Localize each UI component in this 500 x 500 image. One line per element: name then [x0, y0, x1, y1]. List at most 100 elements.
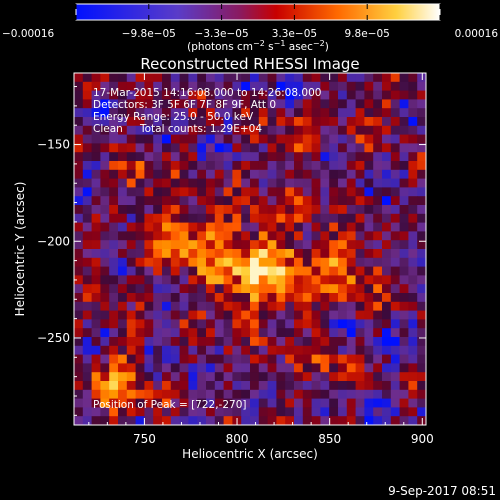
- heatmap-cell: [390, 134, 400, 144]
- heatmap-cell: [188, 231, 198, 241]
- heatmap-cell: [382, 73, 392, 83]
- heatmap-cell: [74, 407, 84, 417]
- heatmap-cell: [285, 328, 295, 338]
- heatmap-cell: [241, 319, 251, 329]
- heatmap-cell: [258, 407, 268, 417]
- heatmap-cell: [109, 266, 119, 276]
- heatmap-cell: [118, 381, 128, 391]
- heatmap-cell: [276, 143, 286, 153]
- heatmap-cell: [338, 143, 348, 153]
- heatmap-cell: [355, 134, 365, 144]
- heatmap-cell: [109, 161, 119, 171]
- heatmap-cell: [135, 266, 145, 276]
- heatmap-cell: [338, 389, 348, 399]
- heatmap-cell: [197, 134, 207, 144]
- heatmap-cell: [258, 266, 268, 276]
- heatmap-cell: [206, 178, 216, 188]
- heatmap-cell: [390, 310, 400, 320]
- heatmap-cell: [311, 310, 321, 320]
- heatmap-cell: [118, 213, 128, 223]
- heatmap-cell: [329, 196, 339, 206]
- heatmap-cell: [302, 187, 312, 197]
- heatmap-cell: [311, 205, 321, 215]
- heatmap-cell: [74, 205, 84, 215]
- heatmap-cell: [214, 266, 224, 276]
- heatmap-cell: [294, 398, 304, 408]
- heatmap-cell: [214, 354, 224, 364]
- heatmap-cell: [258, 345, 268, 355]
- heatmap-cell: [364, 240, 374, 250]
- heatmap-cell: [74, 372, 84, 382]
- heatmap-cell: [364, 381, 374, 391]
- heatmap-cell: [82, 407, 92, 417]
- heatmap-cell: [153, 310, 163, 320]
- heatmap-cell: [311, 345, 321, 355]
- heatmap-cell: [258, 389, 268, 399]
- heatmap-cell: [267, 266, 277, 276]
- heatmap-cell: [162, 152, 172, 162]
- heatmap-cell: [214, 328, 224, 338]
- heatmap-cell: [250, 328, 260, 338]
- heatmap-cell: [329, 161, 339, 171]
- heatmap-cell: [197, 213, 207, 223]
- heatmap-cell: [250, 125, 260, 135]
- heatmap-cell: [346, 178, 356, 188]
- heatmap-cells: [74, 73, 427, 426]
- heatmap-cell: [91, 169, 101, 179]
- heatmap-cell: [100, 134, 110, 144]
- heatmap-cell: [232, 319, 242, 329]
- heatmap-cell: [91, 319, 101, 329]
- heatmap-cell: [346, 284, 356, 294]
- heatmap-cell: [214, 213, 224, 223]
- heatmap-cell: [188, 328, 198, 338]
- heatmap-cell: [408, 81, 418, 91]
- heatmap-cell: [355, 178, 365, 188]
- heatmap-cell: [188, 99, 198, 109]
- heatmap-cell: [364, 108, 374, 118]
- heatmap-cell: [285, 345, 295, 355]
- heatmap-cell: [241, 310, 251, 320]
- heatmap-cell: [162, 231, 172, 241]
- heatmap-cell: [329, 169, 339, 179]
- heatmap-cell: [285, 284, 295, 294]
- heatmap-cell: [311, 240, 321, 250]
- heatmap-cell: [197, 187, 207, 197]
- heatmap-cell: [74, 328, 84, 338]
- heatmap-cell: [355, 284, 365, 294]
- heatmap-cell: [382, 187, 392, 197]
- heatmap-cell: [91, 196, 101, 206]
- heatmap-cell: [144, 389, 154, 399]
- heatmap-cell: [311, 249, 321, 259]
- heatmap-cell: [417, 143, 427, 153]
- heatmap-cell: [267, 117, 277, 127]
- heatmap-cell: [399, 284, 409, 294]
- heatmap-cell: [100, 117, 110, 127]
- heatmap-cell: [267, 389, 277, 399]
- heatmap-cell: [214, 389, 224, 399]
- heatmap-cell: [364, 293, 374, 303]
- heatmap-cell: [373, 240, 383, 250]
- heatmap-cell: [329, 134, 339, 144]
- annotation-time-range: 17-Mar-2015 14:16:08.000 to 14:26:08.000: [93, 87, 321, 99]
- heatmap-cell: [206, 152, 216, 162]
- heatmap-cell: [109, 125, 119, 135]
- heatmap-cell: [82, 108, 92, 118]
- heatmap-cell: [153, 231, 163, 241]
- heatmap-cell: [82, 416, 92, 426]
- heatmap-cell: [373, 416, 383, 426]
- heatmap-cell: [241, 169, 251, 179]
- heatmap-cell: [179, 337, 189, 347]
- heatmap-cell: [355, 345, 365, 355]
- heatmap-cell: [91, 284, 101, 294]
- heatmap-cell: [390, 328, 400, 338]
- heatmap-cell: [302, 345, 312, 355]
- heatmap-cell: [417, 310, 427, 320]
- heatmap-cell: [162, 266, 172, 276]
- heatmap-cell: [144, 231, 154, 241]
- heatmap-cell: [100, 152, 110, 162]
- heatmap-cell: [91, 205, 101, 215]
- heatmap-cell: [399, 81, 409, 91]
- heatmap-cell: [91, 257, 101, 267]
- heatmap-cell: [294, 169, 304, 179]
- heatmap-cell: [214, 99, 224, 109]
